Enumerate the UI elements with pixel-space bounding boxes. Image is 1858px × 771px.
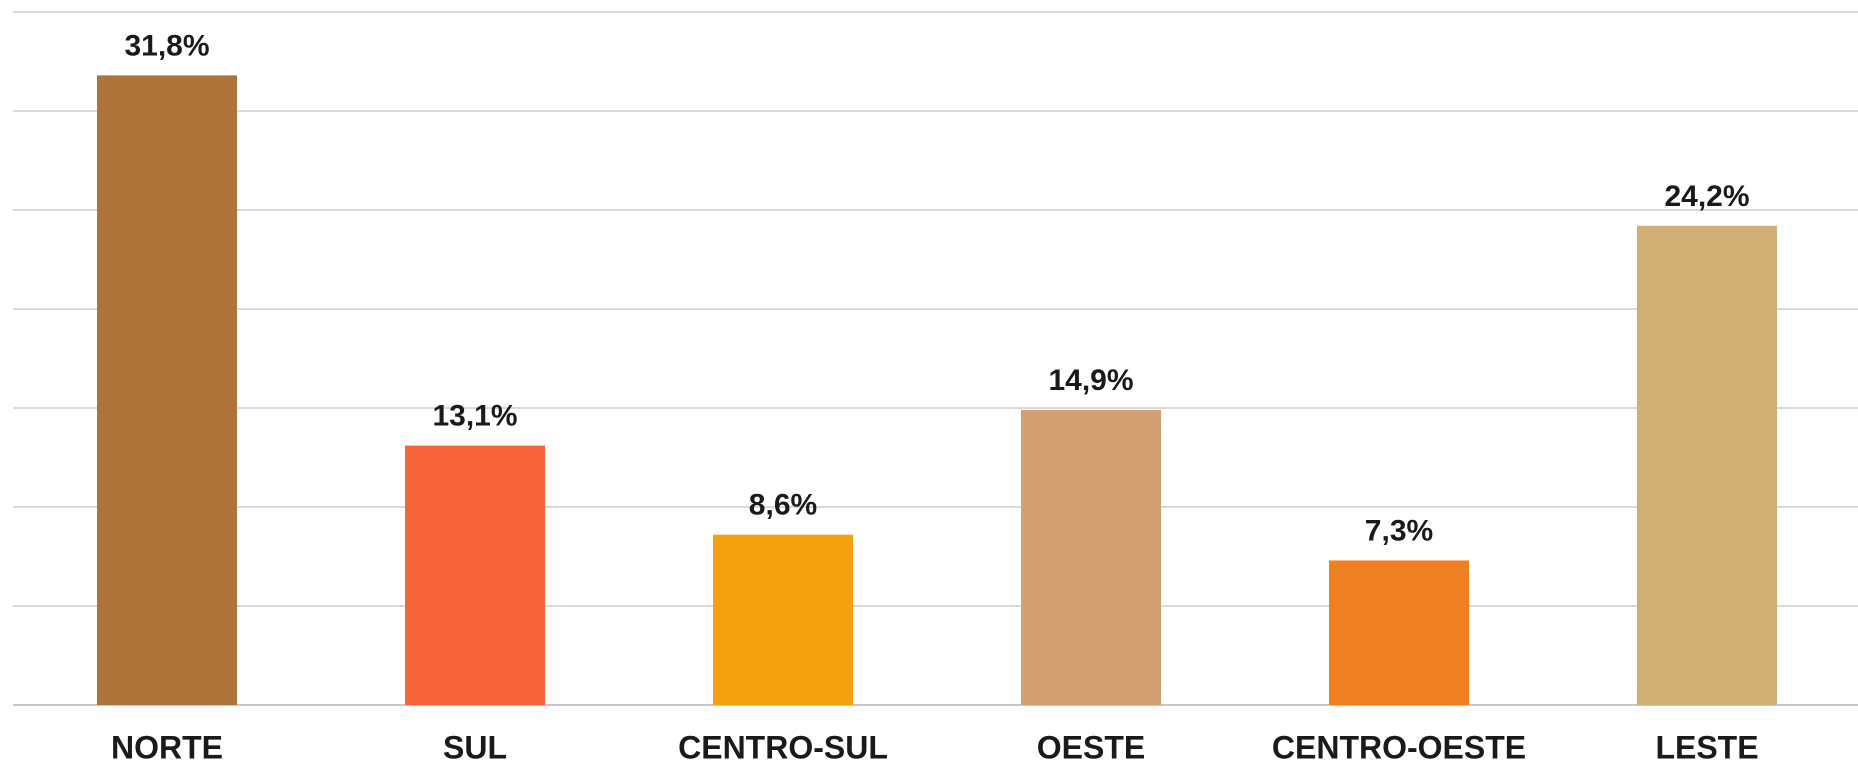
value-label: 13,1%	[432, 400, 517, 433]
x-tick-label: OESTE	[1037, 729, 1145, 765]
value-label: 31,8%	[124, 29, 209, 62]
x-tick-label: CENTRO-OESTE	[1272, 729, 1526, 765]
x-tick-label: LESTE	[1655, 729, 1758, 765]
bar	[1329, 560, 1469, 705]
x-tick-label: SUL	[443, 729, 507, 765]
x-tick-label: NORTE	[111, 729, 223, 765]
bar	[97, 75, 237, 706]
x-tick-label: CENTRO-SUL	[678, 729, 888, 765]
bar	[1637, 225, 1777, 705]
value-label: 7,3%	[1365, 514, 1433, 547]
bar	[405, 445, 545, 705]
value-label: 24,2%	[1664, 180, 1749, 213]
bar	[1021, 409, 1161, 705]
value-label: 14,9%	[1048, 364, 1133, 397]
bar	[713, 534, 853, 705]
value-label: 8,6%	[749, 489, 817, 522]
